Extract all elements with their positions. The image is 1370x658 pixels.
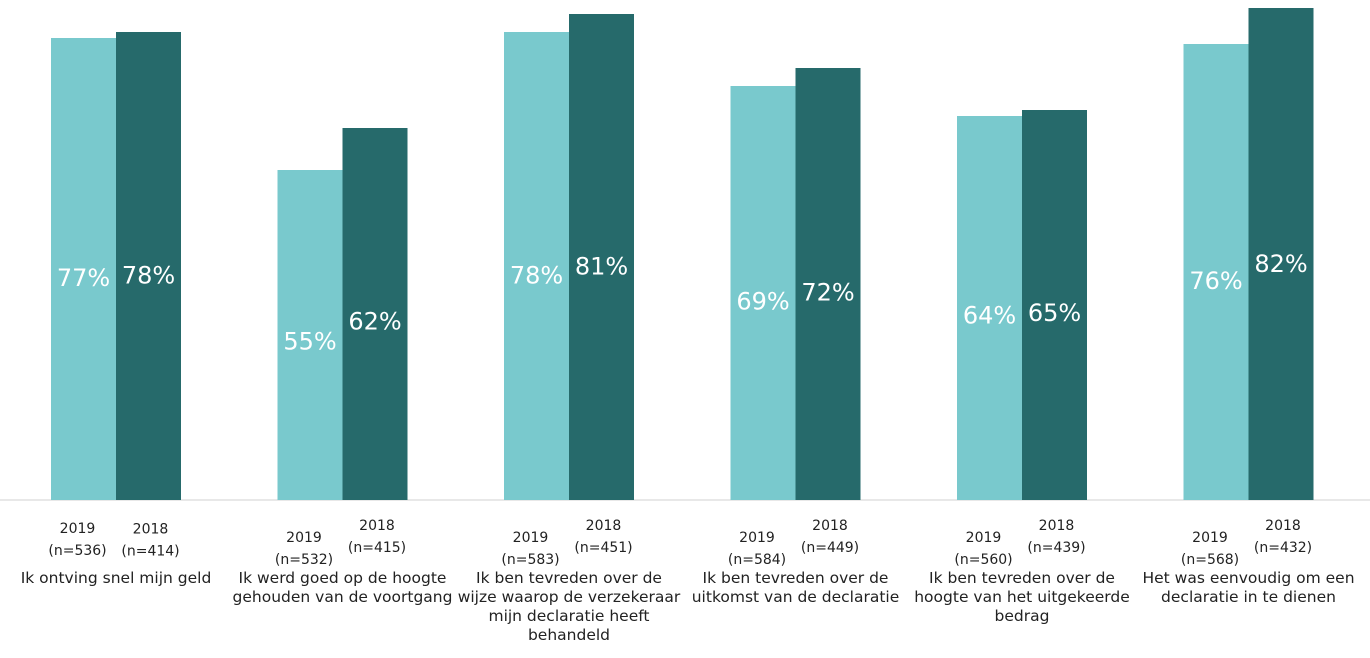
n-label-2018-5: (n=439)	[1027, 540, 1085, 556]
n-label-2018-1: (n=414)	[121, 543, 179, 559]
n-label-2018-3: (n=451)	[574, 540, 632, 556]
category-label-5: Ik ben tevreden over de hoogte van het u…	[914, 569, 1130, 625]
value-label-2019-4: 69%	[736, 287, 789, 315]
year-label-2019-3: 2019	[513, 530, 549, 546]
bar-2018-4	[795, 68, 861, 500]
value-label-2018-4: 72%	[801, 279, 854, 307]
bar-2018-3	[569, 14, 634, 500]
year-label-2019-6: 2019	[1192, 530, 1228, 546]
n-label-2018-4: (n=449)	[801, 540, 859, 556]
year-label-2019-5: 2019	[966, 530, 1002, 546]
bar-2019-2	[277, 170, 343, 500]
bar-2019-5	[957, 116, 1022, 500]
bar-2019-6	[1183, 44, 1249, 500]
bar-2018-6	[1248, 8, 1314, 500]
year-label-2019-4: 2019	[739, 530, 775, 546]
n-label-2019-3: (n=583)	[501, 552, 559, 568]
n-label-2018-6: (n=432)	[1254, 540, 1312, 556]
category-label-6: Het was eenvoudig om een declaratie in t…	[1142, 569, 1355, 606]
year-label-2019-1: 2019	[60, 521, 96, 537]
value-label-2019-6: 76%	[1189, 267, 1242, 295]
bar-2018-5	[1022, 110, 1087, 500]
value-label-2018-1: 78%	[122, 261, 175, 289]
value-label-2018-5: 65%	[1028, 299, 1081, 327]
year-label-2018-2: 2018	[359, 518, 395, 534]
bar-2019-3	[504, 32, 569, 500]
bar-2019-1	[51, 38, 116, 500]
value-label-2018-6: 82%	[1254, 250, 1307, 278]
n-label-2019-2: (n=532)	[275, 552, 333, 568]
bar-2018-2	[342, 128, 408, 500]
value-label-2019-1: 77%	[57, 264, 110, 292]
category-label-3: Ik ben tevreden over de wijze waarop de …	[457, 569, 681, 644]
n-label-2019-1: (n=536)	[48, 543, 106, 559]
value-label-2019-3: 78%	[510, 261, 563, 289]
value-label-2019-5: 64%	[963, 302, 1016, 330]
bar-2019-4	[730, 86, 796, 500]
year-label-2018-6: 2018	[1265, 518, 1301, 534]
category-label-2: Ik werd goed op de hoogte gehouden van d…	[232, 569, 453, 606]
category-label-4: Ik ben tevreden over de uitkomst van de …	[691, 569, 900, 606]
category-label-1: Ik ontving snel mijn geld	[20, 569, 212, 587]
n-label-2019-6: (n=568)	[1181, 552, 1239, 568]
year-label-2018-1: 2018	[133, 521, 169, 537]
n-label-2018-2: (n=415)	[348, 540, 406, 556]
n-label-2019-5: (n=560)	[954, 552, 1012, 568]
year-label-2019-2: 2019	[286, 530, 322, 546]
value-label-2019-2: 55%	[283, 328, 336, 356]
year-label-2018-5: 2018	[1039, 518, 1075, 534]
year-label-2018-4: 2018	[812, 518, 848, 534]
value-label-2018-2: 62%	[348, 307, 401, 335]
n-label-2019-4: (n=584)	[728, 552, 786, 568]
value-label-2018-3: 81%	[575, 253, 628, 281]
bar-2018-1	[116, 32, 181, 500]
year-label-2018-3: 2018	[586, 518, 622, 534]
